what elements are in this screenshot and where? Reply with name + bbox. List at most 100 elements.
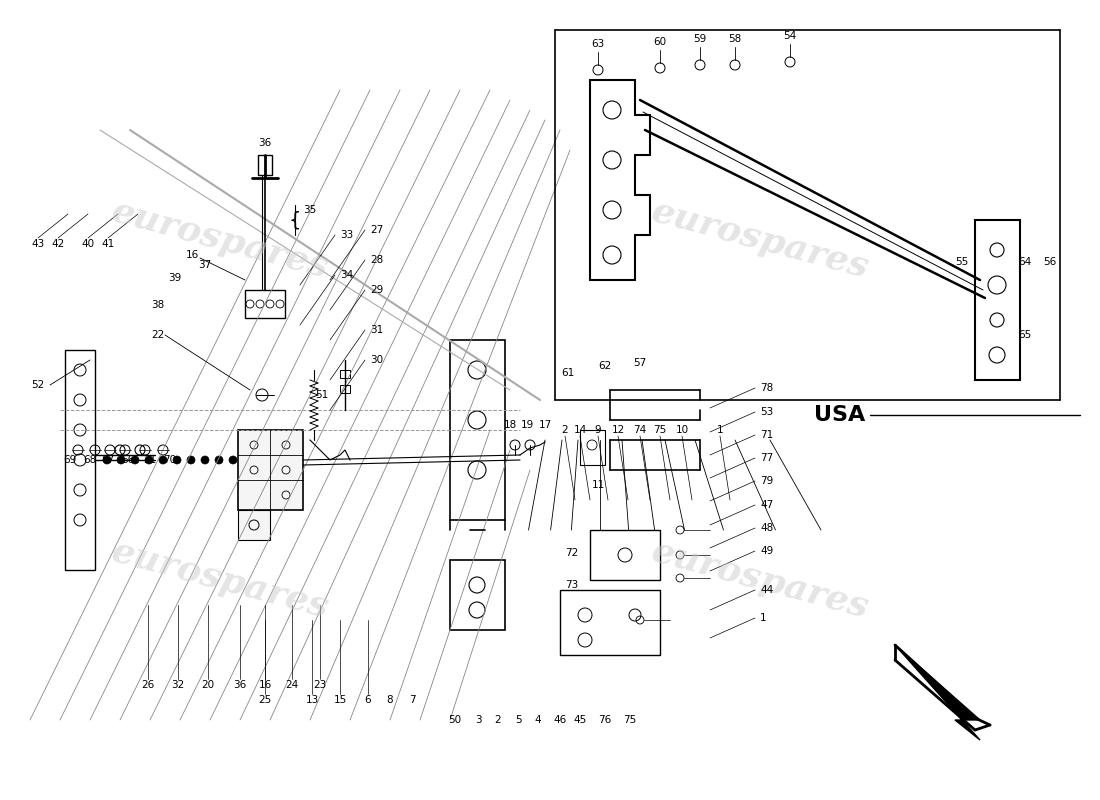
Circle shape	[145, 456, 153, 464]
Text: eurospares: eurospares	[648, 534, 872, 626]
Text: 29: 29	[370, 285, 383, 295]
Text: 34: 34	[340, 270, 353, 280]
Bar	[238, 430, 302, 510]
Text: 69: 69	[64, 455, 77, 465]
Text: 22: 22	[152, 330, 165, 340]
Text: 2: 2	[562, 425, 569, 435]
Text: 37: 37	[198, 260, 211, 270]
Bar	[65, 350, 95, 570]
Text: 50: 50	[449, 715, 462, 725]
Text: 1: 1	[760, 613, 767, 623]
Text: 75: 75	[653, 425, 667, 435]
Text: 59: 59	[693, 34, 706, 44]
Bar	[245, 290, 285, 318]
Text: 48: 48	[760, 523, 773, 533]
Text: 71: 71	[760, 430, 773, 440]
Text: 39: 39	[168, 273, 182, 283]
Text: 64: 64	[1019, 257, 1032, 267]
Text: 3: 3	[475, 715, 482, 725]
Text: eurospares: eurospares	[108, 194, 332, 286]
Text: 13: 13	[306, 695, 319, 705]
Text: 56: 56	[1044, 257, 1057, 267]
Bar	[450, 340, 505, 520]
Text: 65: 65	[1019, 330, 1032, 340]
Text: 63: 63	[592, 39, 605, 49]
Text: USA: USA	[814, 405, 866, 425]
Text: 58: 58	[728, 34, 741, 44]
Text: 23: 23	[314, 680, 327, 690]
Text: 24: 24	[285, 680, 298, 690]
Circle shape	[160, 456, 167, 464]
Text: 70: 70	[164, 455, 177, 465]
Text: 28: 28	[370, 255, 383, 265]
Text: 74: 74	[634, 425, 647, 435]
Text: 51: 51	[316, 390, 329, 400]
Bar	[258, 155, 272, 175]
Text: 12: 12	[612, 425, 625, 435]
Bar	[340, 370, 350, 378]
Text: 54: 54	[783, 31, 796, 41]
Text: 26: 26	[142, 680, 155, 690]
Text: 31: 31	[370, 325, 383, 335]
Text: 49: 49	[760, 546, 773, 556]
Text: 11: 11	[592, 480, 605, 490]
Circle shape	[201, 456, 209, 464]
Text: 6: 6	[365, 695, 372, 705]
Text: 15: 15	[333, 695, 346, 705]
Circle shape	[117, 456, 125, 464]
Text: eurospares: eurospares	[648, 194, 872, 286]
Text: 78: 78	[760, 383, 773, 393]
Bar	[340, 385, 350, 393]
Text: 18: 18	[504, 420, 517, 430]
Text: 38: 38	[152, 300, 165, 310]
Text: 77: 77	[760, 453, 773, 463]
Text: 57: 57	[634, 358, 647, 368]
Text: 19: 19	[520, 420, 534, 430]
Circle shape	[229, 456, 236, 464]
Text: 14: 14	[573, 425, 586, 435]
Text: 21: 21	[143, 455, 156, 465]
Text: 32: 32	[172, 680, 185, 690]
Text: 7: 7	[409, 695, 416, 705]
Text: 33: 33	[340, 230, 353, 240]
Text: 40: 40	[81, 239, 95, 249]
Text: 5: 5	[515, 715, 521, 725]
Text: 25: 25	[258, 695, 272, 705]
Text: 1: 1	[717, 425, 724, 435]
Text: 4: 4	[535, 715, 541, 725]
Bar	[580, 430, 605, 465]
Text: 55: 55	[955, 257, 968, 267]
Text: 27: 27	[370, 225, 383, 235]
Bar	[450, 560, 505, 630]
Polygon shape	[895, 645, 980, 740]
Text: 42: 42	[52, 239, 65, 249]
Text: 46: 46	[553, 715, 566, 725]
Text: 75: 75	[624, 715, 637, 725]
Text: {: {	[289, 210, 301, 230]
Text: 76: 76	[598, 715, 612, 725]
Text: 47: 47	[760, 500, 773, 510]
Text: 44: 44	[760, 585, 773, 595]
Circle shape	[103, 456, 111, 464]
Text: 30: 30	[370, 355, 383, 365]
Text: 10: 10	[675, 425, 689, 435]
Text: 8: 8	[387, 695, 394, 705]
Text: 16: 16	[258, 680, 272, 690]
Text: 43: 43	[32, 239, 45, 249]
Text: 45: 45	[573, 715, 586, 725]
Text: 73: 73	[565, 580, 579, 590]
Text: 72: 72	[565, 548, 579, 558]
Bar	[590, 530, 660, 580]
Text: eurospares: eurospares	[108, 534, 332, 626]
Text: 61: 61	[561, 368, 574, 378]
Text: 20: 20	[201, 680, 214, 690]
Text: 17: 17	[538, 420, 551, 430]
Circle shape	[214, 456, 223, 464]
Circle shape	[131, 456, 139, 464]
Text: 53: 53	[760, 407, 773, 417]
Text: 67: 67	[101, 455, 114, 465]
Text: 16: 16	[186, 250, 199, 260]
Text: 41: 41	[101, 239, 114, 249]
Bar	[238, 510, 270, 540]
Text: 52: 52	[32, 380, 45, 390]
